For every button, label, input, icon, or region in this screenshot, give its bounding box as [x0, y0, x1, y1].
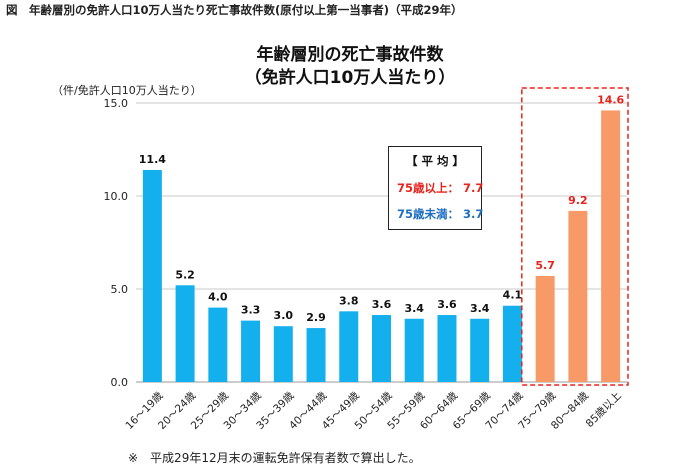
bar-value-label: 3.8 [339, 294, 359, 307]
legend-under75-average: 75歳未満： 3.7 [397, 207, 484, 221]
bar-under75 [142, 169, 162, 382]
bar-under75 [437, 315, 457, 382]
bar-value-label: 5.2 [175, 268, 195, 281]
over75-highlight-box [521, 87, 629, 386]
bar-under75 [470, 318, 490, 382]
bar-value-label: 9.2 [568, 194, 588, 207]
y-tick-label: 0.0 [111, 376, 129, 389]
bar-under75 [241, 320, 261, 382]
bar-value-label: 3.4 [404, 302, 424, 315]
average-legend-box: 【 平 均 】 75歳以上： 7.7 75歳未満： 3.7 [388, 146, 484, 230]
legend-title: 【 平 均 】 [405, 154, 464, 168]
bar-value-label: 4.0 [208, 291, 228, 304]
y-tick-label: 5.0 [111, 283, 129, 296]
bar-over75 [535, 275, 555, 382]
chart-subtitle: （免許人口10万人当たり） [244, 68, 456, 88]
bar-under75 [208, 307, 228, 382]
bar-value-label: 3.3 [241, 304, 261, 317]
x-tick-label: 85歳以上 [584, 390, 624, 430]
bar-under75 [404, 318, 424, 382]
bar-value-label: 3.4 [470, 302, 490, 315]
y-tick-label: 10.0 [104, 190, 129, 203]
chart-title: 年齢層別の死亡事故件数 [256, 45, 444, 65]
bar-value-label: 3.0 [274, 309, 294, 322]
bar-under75 [339, 311, 359, 382]
bar-value-label: 3.6 [372, 298, 392, 311]
bar-under75 [306, 328, 326, 382]
y-axis-unit-label: （件/免許人口10万人当たり） [52, 84, 202, 97]
bar-under75 [372, 315, 391, 382]
bar-over75 [568, 210, 588, 382]
bar-value-label: 4.1 [503, 289, 523, 302]
bar-over75 [601, 110, 621, 382]
bar-under75 [175, 285, 195, 382]
y-tick-label: 15.0 [104, 97, 129, 110]
bar-under75 [502, 305, 522, 382]
bar-value-label: 3.6 [437, 298, 457, 311]
bar-value-label: 5.7 [535, 259, 555, 272]
bar-value-label: 2.9 [306, 311, 326, 324]
footnote: ※ 平成29年12月末の運転免許保有者数で算出した。 [128, 451, 421, 465]
bar-value-label: 11.4 [139, 153, 166, 166]
bar-under75 [273, 326, 293, 382]
bar-value-label: 14.6 [597, 93, 624, 106]
legend-over75-average: 75歳以上： 7.7 [397, 181, 484, 195]
figure-caption: 図 年齢層別の免許人口10万人当たり死亡事故件数(原付以上第一当事者)（平成29… [6, 3, 463, 17]
